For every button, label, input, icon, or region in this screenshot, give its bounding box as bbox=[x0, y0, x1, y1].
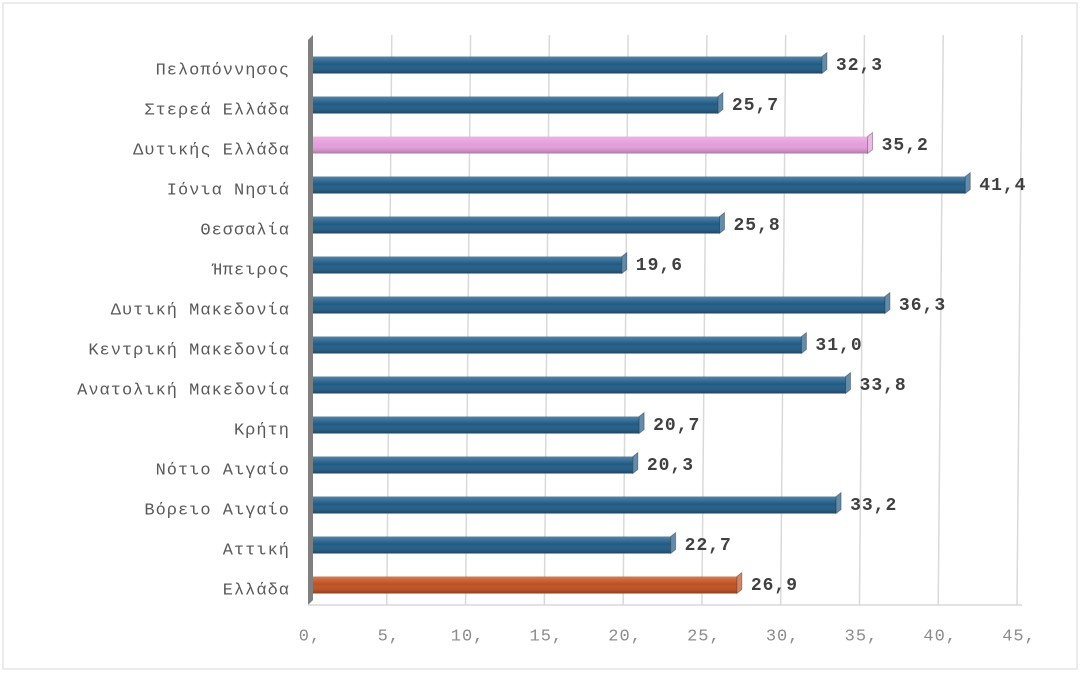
x-tick-label: 35, bbox=[845, 627, 879, 646]
y-tick-label: Ανατολική Μακεδονία bbox=[77, 381, 290, 400]
value-label: 25,8 bbox=[733, 216, 780, 236]
y-tick-label: Κρήτη bbox=[234, 421, 290, 440]
value-label: 26,9 bbox=[751, 576, 798, 596]
bar-shade bbox=[313, 576, 737, 594]
bar-shade bbox=[313, 416, 640, 434]
y-tick-label: Ιόνια Νησιά bbox=[167, 181, 290, 200]
value-label: 20,7 bbox=[653, 416, 700, 436]
bar-shade bbox=[313, 536, 671, 554]
y-tick-label: Στερεά Ελλάδα bbox=[144, 101, 290, 120]
value-label: 32,3 bbox=[836, 56, 883, 76]
bar-shade bbox=[313, 136, 868, 154]
bar-shade bbox=[313, 456, 633, 474]
y-tick-label: Πελοπόννησος bbox=[156, 61, 290, 80]
x-tick-label: 15, bbox=[530, 627, 564, 646]
bar-cap bbox=[736, 571, 743, 595]
bar-shade bbox=[313, 56, 822, 74]
grid-line bbox=[1016, 34, 1023, 606]
grid-line bbox=[937, 34, 944, 606]
bar-cap bbox=[964, 171, 971, 195]
x-tick-label: 20, bbox=[608, 627, 642, 646]
y-tick-label: Ήπειρος bbox=[212, 261, 290, 280]
bar-cap bbox=[632, 451, 639, 475]
bar-shade bbox=[313, 296, 885, 314]
y-tick-label: Θεσσαλία bbox=[200, 221, 290, 240]
value-label: 33,2 bbox=[850, 496, 897, 516]
y-tick-label: Κεντρική Μακεδονία bbox=[88, 341, 290, 360]
value-label: 25,7 bbox=[732, 96, 779, 116]
bar-cap bbox=[621, 251, 628, 275]
bar-cap bbox=[835, 491, 842, 515]
x-tick-label: 5, bbox=[378, 627, 400, 646]
x-tick-label: 25, bbox=[687, 627, 721, 646]
bar-cap bbox=[800, 331, 807, 355]
bar-cap bbox=[717, 91, 724, 115]
bar-cap bbox=[845, 371, 852, 395]
bar-cap bbox=[670, 531, 677, 555]
bar-shade bbox=[313, 176, 966, 194]
bar-cap bbox=[867, 131, 874, 155]
y-tick-label: Νότιο Αιγαίο bbox=[156, 461, 290, 480]
value-label: 20,3 bbox=[647, 456, 694, 476]
bar-shade bbox=[313, 496, 837, 514]
bar-cap bbox=[821, 51, 828, 75]
bar-cap bbox=[884, 291, 891, 315]
bar-shade bbox=[313, 336, 802, 354]
y-tick-label: Δυτική Μακεδονία bbox=[111, 301, 290, 320]
bar-shade bbox=[313, 216, 720, 234]
x-tick-label: 30, bbox=[766, 627, 800, 646]
y-tick-label: Δυτικής Ελλάδα bbox=[133, 141, 290, 160]
value-label: 36,3 bbox=[899, 296, 946, 316]
bar-cap bbox=[638, 411, 645, 435]
y-tick-label: Ελλάδα bbox=[223, 581, 290, 600]
value-label: 41,4 bbox=[979, 176, 1026, 196]
bar-shade bbox=[313, 256, 622, 274]
axis-wall bbox=[308, 35, 313, 605]
value-label: 35,2 bbox=[882, 136, 929, 156]
value-label: 19,6 bbox=[636, 256, 683, 276]
value-label: 22,7 bbox=[685, 536, 732, 556]
x-tick-label: 45, bbox=[1002, 627, 1036, 646]
value-label: 33,8 bbox=[860, 376, 907, 396]
bar-cap bbox=[718, 211, 725, 235]
y-tick-label: Βόρειο Αιγαίο bbox=[144, 501, 290, 520]
bar-shade bbox=[313, 376, 846, 394]
value-label: 31,0 bbox=[815, 336, 862, 356]
y-tick-label: Αττική bbox=[223, 541, 290, 560]
grid-line bbox=[858, 34, 866, 606]
x-tick-label: 40, bbox=[923, 627, 957, 646]
bar-shade bbox=[313, 96, 718, 114]
x-tick-label: 10, bbox=[451, 627, 485, 646]
x-tick-label: 0, bbox=[299, 627, 321, 646]
